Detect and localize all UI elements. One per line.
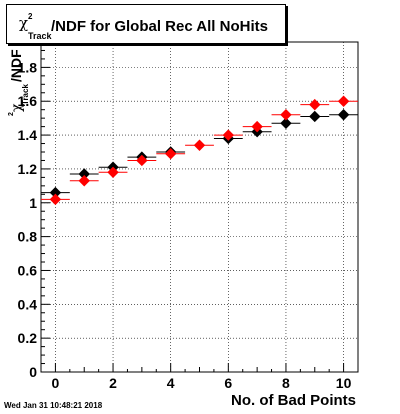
x-tick-label: 8 (282, 375, 290, 391)
y-axis-label: χ 2 Track /NDF (8, 49, 30, 116)
x-tick-label: 4 (167, 375, 175, 391)
y-tick-label: 1.6 (18, 93, 38, 109)
svg-text:Track: Track (21, 84, 30, 105)
svg-text:/NDF: /NDF (8, 49, 24, 82)
y-tick-label: 0.4 (18, 296, 38, 312)
y-tick-label: 0.8 (18, 229, 38, 245)
data-point (309, 98, 321, 111)
data-point (136, 154, 148, 167)
svg-text:2: 2 (8, 112, 15, 116)
y-tick-label: 1.2 (18, 161, 38, 177)
axes (41, 41, 345, 373)
y-tick-label: 1.8 (18, 59, 38, 75)
x-axis-label: No. of Bad Points (231, 392, 356, 409)
data-point (49, 193, 62, 206)
grid-lines (41, 42, 358, 373)
x-tick-label: 0 (52, 375, 60, 391)
svg-text:χ: χ (9, 103, 25, 112)
data-point (193, 139, 206, 151)
y-tick-label: 0.6 (18, 262, 38, 278)
plot-frame (40, 41, 359, 373)
chart-title-box: χ 2 Track /NDF for Global Rec All NoHits (6, 4, 286, 44)
data-point (107, 166, 119, 179)
data-point (280, 109, 292, 121)
y-tick-label: 1.4 (18, 127, 38, 143)
data-point (222, 129, 235, 141)
y-tick-label: 1 (29, 195, 37, 211)
data-point (337, 95, 350, 107)
y-tick-label: 0.2 (18, 330, 38, 346)
chi-symbol: χ (19, 14, 29, 32)
chart-title: /NDF for Global Rec All NoHits (51, 18, 268, 35)
data-point (251, 120, 263, 133)
y-tick-label: 0 (29, 364, 37, 380)
data-point (337, 109, 350, 121)
x-tick-label: 10 (336, 375, 352, 391)
title-subscript: Track (28, 31, 52, 41)
data-point (280, 117, 292, 129)
tick-labels: 0 2 4 6 8 10 0 0.2 0.4 0.6 0.8 1 1.2 1.4 1.6 1.8 (18, 59, 352, 391)
x-tick-label: 2 (109, 375, 117, 391)
timestamp: Wed Jan 31 10:48:21 2018 (4, 401, 103, 410)
title-superscript: 2 (28, 12, 33, 21)
data-point (309, 110, 321, 123)
data-point (164, 147, 177, 160)
data-point (78, 175, 90, 187)
x-tick-label: 6 (224, 375, 232, 391)
data-marks (41, 95, 358, 206)
